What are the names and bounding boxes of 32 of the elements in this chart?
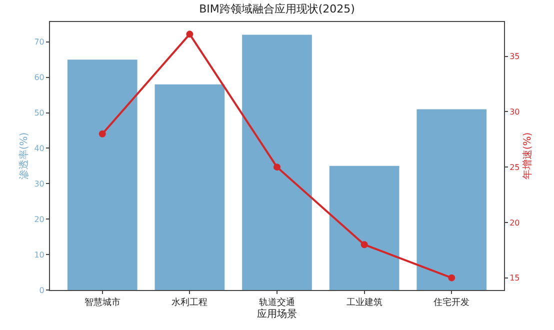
x-tick-label: 住宅开发 [434,296,470,308]
y-tick-label: 40 [34,144,44,153]
y2-axis-title: 年增速(%) [521,132,534,180]
point [274,164,280,171]
y2-tick-label: 15 [510,274,520,283]
x-tick-label: 工业建筑 [346,296,382,308]
bar [154,84,225,290]
x-tick-label: 水利工程 [172,296,208,308]
x-tick-label: 轨道交通 [259,296,295,308]
y-tick-label: 60 [34,73,44,82]
bar [242,34,312,290]
point [360,241,368,248]
y-tick-label: 50 [34,108,44,118]
bar [416,109,487,290]
bar [67,60,138,290]
y-axis-title: 渗透率(%) [18,132,30,180]
y2-tick-label: 25 [510,162,520,172]
point [186,30,194,38]
x-tick-label: 智慧城市 [84,296,120,308]
point [98,130,106,138]
y-tick-label: 0 [39,286,44,295]
y2-tick-label: 30 [510,108,520,116]
y-tick-label: 70 [34,38,44,47]
y-tick-label: 10 [34,250,44,260]
x-axis-title: 应用场景 [257,308,297,320]
y2-tick-label: 35 [510,52,520,62]
point [448,274,456,282]
y2-tick-label: 20 [510,218,520,228]
y-tick-label: 20 [34,214,44,224]
bar [329,166,400,290]
chart-title: BIM跨领域融合应用现状(2025) [199,2,355,16]
y-tick-label: 30 [34,179,44,188]
